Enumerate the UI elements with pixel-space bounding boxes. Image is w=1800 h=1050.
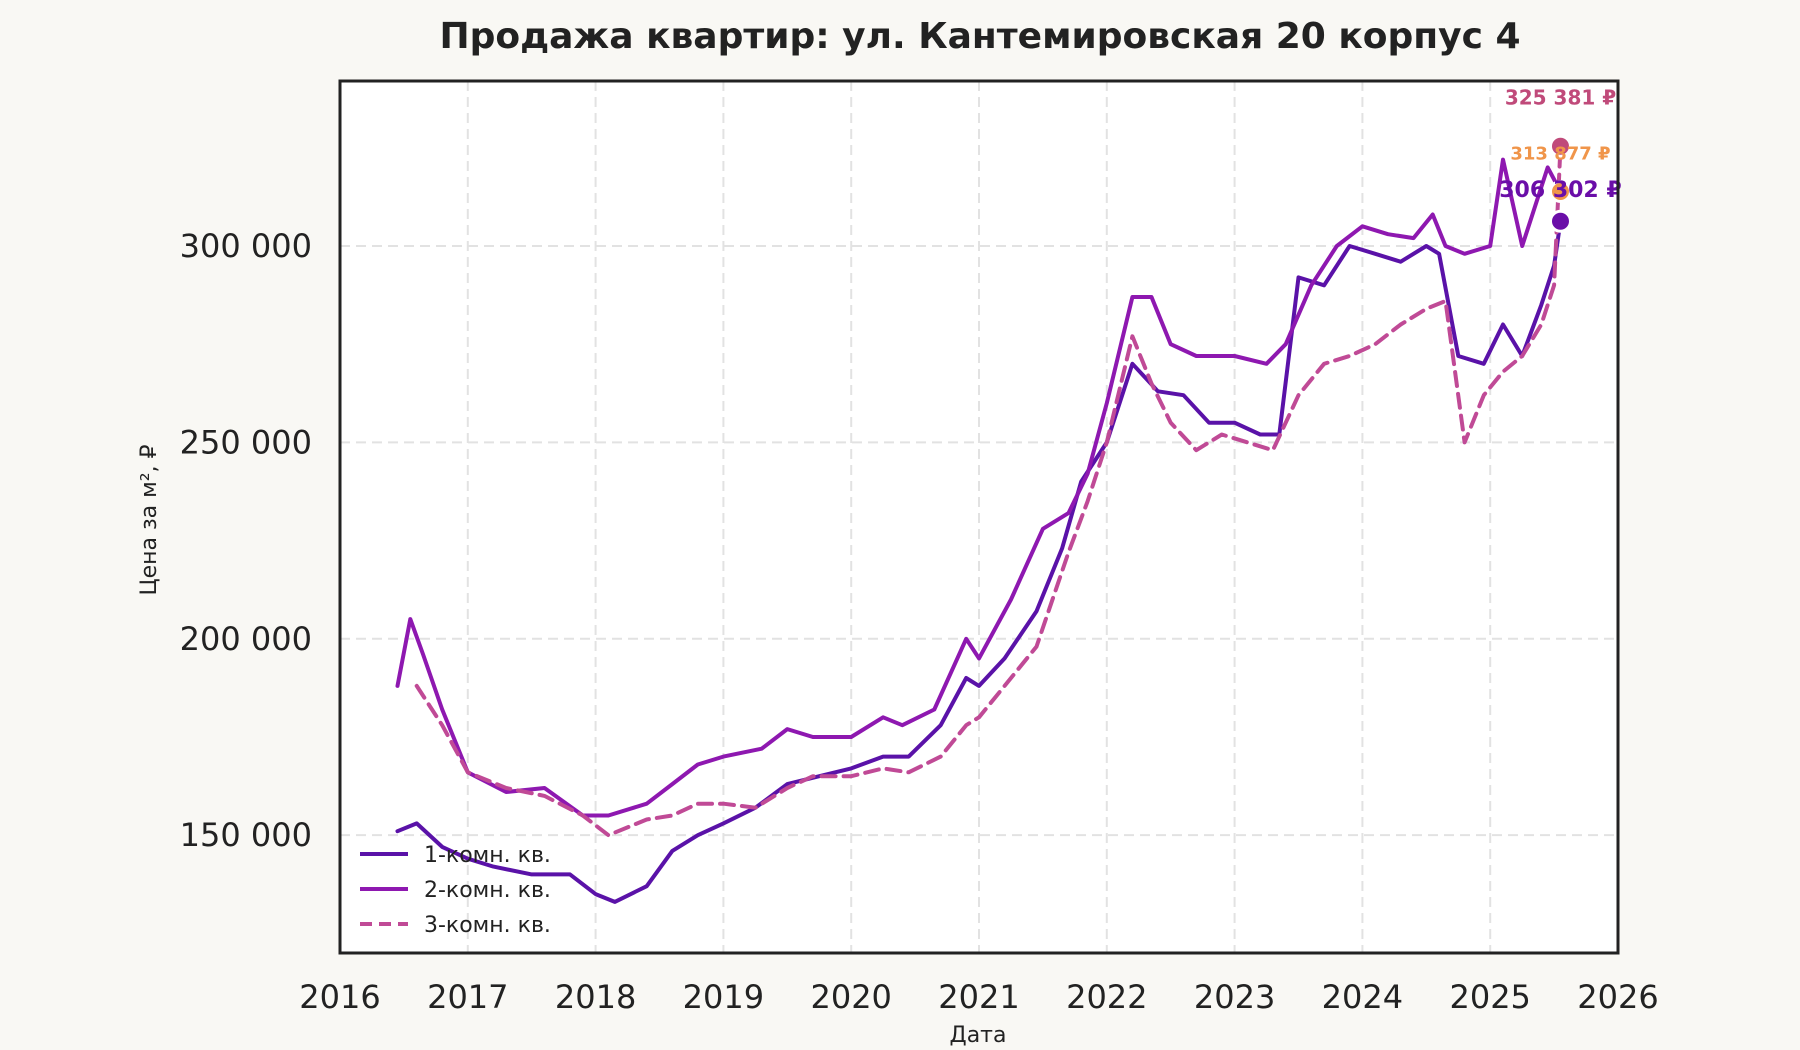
y-tick-label: 150 000: [180, 816, 312, 854]
x-tick-label: 2021: [938, 978, 1019, 1016]
legend-entry: 1-комн. кв.: [424, 843, 551, 868]
end-point-marker: [1548, 134, 1572, 158]
series-line-1: [395, 219, 1563, 904]
x-tick-label: 2020: [810, 978, 891, 1016]
x-tick-label: 2017: [427, 978, 508, 1016]
x-tick-label: 2026: [1577, 978, 1658, 1016]
series-line-3: [414, 144, 1563, 838]
x-axis-label: Дата: [950, 1023, 1007, 1048]
y-tick-labels: 150 000 200 000 250 000 300 000: [180, 227, 312, 854]
end-value-label: 325 381 ₽: [1505, 85, 1616, 109]
legend-entry: 3-комн. кв.: [424, 913, 551, 938]
y-tick-label: 300 000: [180, 227, 312, 265]
x-tick-label: 2018: [555, 978, 636, 1016]
x-tick-label: 2024: [1322, 978, 1403, 1016]
x-tick-label: 2025: [1449, 978, 1530, 1016]
x-tick-label: 2022: [1066, 978, 1147, 1016]
end-point-marker: [1548, 179, 1572, 203]
end-value-label: 313 877 ₽: [1510, 143, 1610, 164]
y-tick-label: 200 000: [180, 620, 312, 658]
grid-layer: [339, 81, 1619, 953]
x-tick-labels: 2016 2017 2018 2019 2020 2021 2022 2023 2024 2025…: [299, 978, 1658, 1016]
chart-title: Продажа квартир: ул. Кантемировская 20 к…: [439, 16, 1520, 57]
legend: 1-комн. кв. 2-комн. кв. 3-комн. кв.: [360, 843, 551, 938]
y-axis-label: Цена за м², ₽: [137, 444, 162, 595]
end-point-marker: [1548, 209, 1572, 233]
x-tick-label: 2019: [683, 978, 764, 1016]
x-tick-label: 2023: [1194, 978, 1275, 1016]
endpoints-layer: 325 381 ₽ 313 877 ₽ 306 302 ₽: [1499, 85, 1622, 233]
end-value-label: 306 302 ₽: [1499, 178, 1621, 203]
x-tick-label: 2016: [299, 978, 380, 1016]
y-tick-label: 250 000: [180, 423, 312, 461]
series-line-2: [395, 157, 1563, 818]
lines-layer: [395, 144, 1563, 904]
plot-frame: [338, 79, 1620, 955]
legend-entry: 2-комн. кв.: [424, 878, 551, 903]
